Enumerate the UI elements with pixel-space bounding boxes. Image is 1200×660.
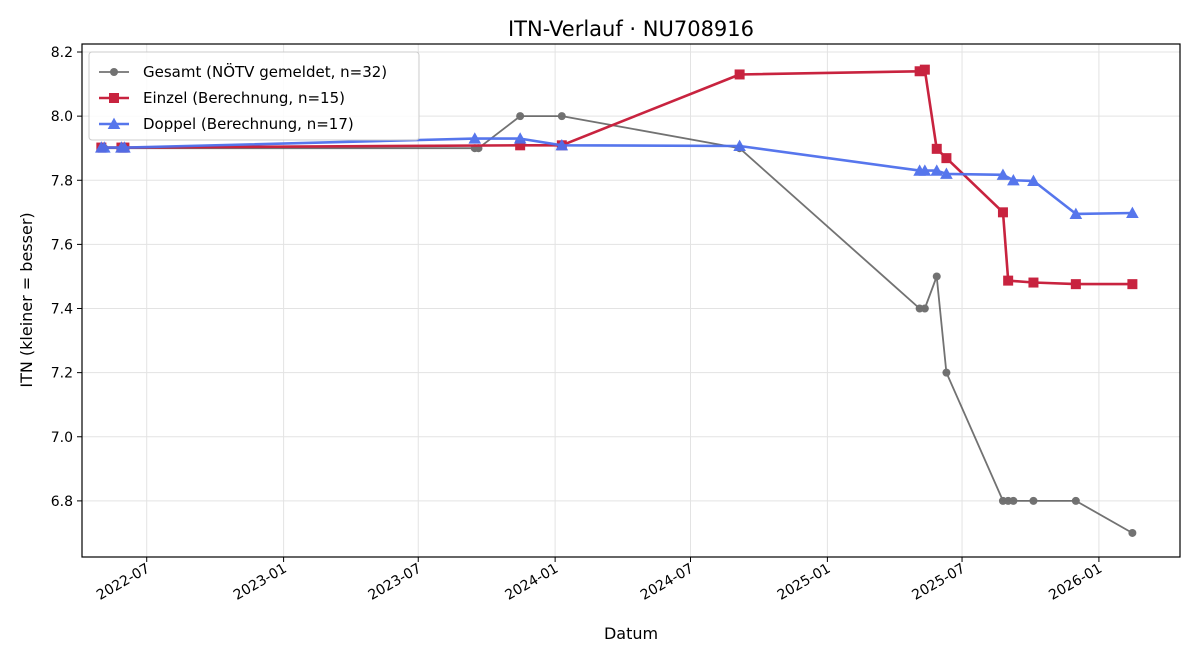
- series-1-point: [1128, 528, 1137, 537]
- series-3-point: [996, 168, 1010, 180]
- series-3-point: [513, 132, 527, 144]
- series-2-point: [1127, 279, 1138, 290]
- legend-box: [88, 51, 420, 141]
- series-3-point: [555, 138, 569, 151]
- series-3-point: [1126, 206, 1139, 219]
- plot-frame: [81, 43, 1181, 558]
- y-axis: 6.8 7.0 7.2 7.4 7.6 7.8 8.0 8.2: [51, 45, 82, 510]
- legend: Gesamt (NÖTV gemeldet, n=32) Einzel (Bere…: [88, 51, 420, 141]
- legend-swatch: [99, 117, 129, 130]
- legend-entry: Doppel (Berechnung, n=17): [143, 115, 354, 133]
- series-1-point: [1009, 496, 1018, 505]
- series-1-line: [101, 115, 1133, 534]
- y-tick-label: 8.2: [51, 45, 73, 61]
- legend-swatch: [99, 68, 129, 76]
- y-tick-label: 7.2: [51, 366, 73, 382]
- series-2-point: [734, 69, 745, 80]
- series-3-point: [918, 164, 932, 176]
- x-tick-label: 2024-07: [638, 561, 697, 604]
- series-1-point: [1029, 496, 1038, 505]
- series-3-point: [1027, 174, 1040, 186]
- series-3: [95, 132, 1139, 219]
- y-tick-label: 6.8: [51, 494, 73, 510]
- legend-entry: Gesamt (NÖTV gemeldet, n=32): [143, 62, 387, 81]
- series-3-point: [1069, 207, 1083, 219]
- series-2-point: [919, 64, 930, 75]
- series-1: [97, 112, 1137, 537]
- chart-title: ITN-Verlauf · NU708916: [508, 17, 754, 41]
- legend-swatch-marker: [109, 93, 119, 103]
- series-3-point: [97, 141, 111, 153]
- series-3-point: [940, 167, 953, 179]
- x-tick-label: 2023-01: [231, 561, 290, 604]
- x-axis: 2022-07 2023-01 2023-07 2024-01 2024-07 2025-…: [94, 557, 1105, 604]
- x-tick-label: 2024-01: [502, 561, 561, 604]
- grid: [82, 44, 1180, 557]
- x-tick-label: 2025-01: [775, 561, 834, 604]
- series-2-point: [1070, 279, 1081, 290]
- series-1-point: [516, 112, 525, 121]
- series-2-point: [914, 66, 925, 77]
- x-axis-label: Datum: [604, 624, 658, 643]
- series-2-point: [997, 207, 1008, 218]
- x-tick-label: 2026-01: [1046, 561, 1105, 604]
- series-1-point: [1071, 496, 1080, 505]
- series-1-point: [942, 368, 951, 377]
- y-tick-label: 8.0: [51, 109, 73, 125]
- legend-entry: Einzel (Berechnung, n=15): [143, 89, 345, 107]
- x-tick-label: 2025-07: [909, 561, 968, 604]
- series-3-point: [930, 164, 944, 176]
- series-1-point: [920, 304, 929, 313]
- series-2-point: [1003, 275, 1014, 286]
- x-tick-label: 2023-07: [366, 561, 425, 604]
- series-3-line: [101, 137, 1133, 216]
- series-1-point: [932, 272, 941, 281]
- series-1-point: [557, 112, 566, 121]
- legend-swatch: [99, 93, 129, 103]
- y-tick-label: 7.4: [51, 302, 73, 318]
- series-3-point: [1007, 173, 1020, 186]
- y-tick-label: 7.8: [51, 173, 73, 189]
- series-2-point: [1028, 277, 1039, 288]
- y-axis-label: ITN (kleiner = besser): [17, 212, 36, 387]
- series-2-point: [515, 140, 526, 151]
- legend-swatch-marker: [110, 68, 118, 76]
- series-2-point: [941, 153, 952, 164]
- series-3-point: [118, 141, 131, 153]
- y-tick-label: 7.0: [51, 430, 73, 446]
- series-layer: [95, 64, 1139, 537]
- legend-swatch-marker: [107, 117, 121, 130]
- series-3-point: [733, 139, 746, 152]
- y-tick-label: 7.6: [51, 237, 73, 253]
- x-tick-label: 2022-07: [94, 561, 153, 604]
- series-3-point: [468, 132, 482, 144]
- series-2-point: [931, 143, 942, 154]
